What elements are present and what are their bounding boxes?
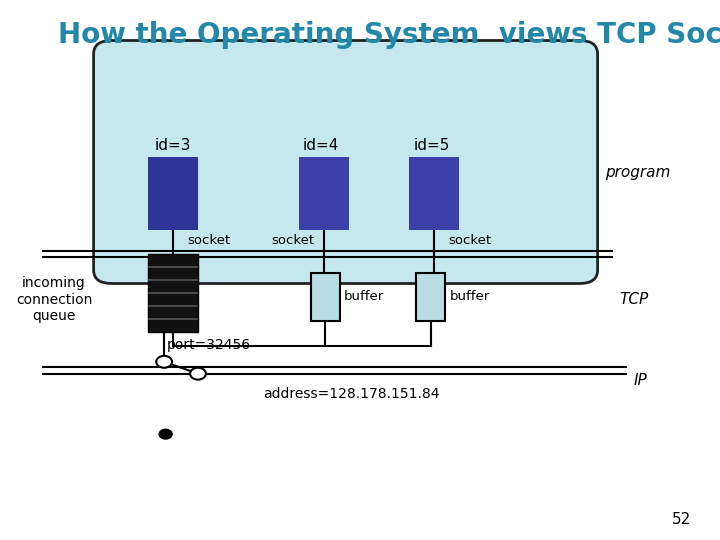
Text: 52: 52 [672,511,691,526]
Text: port=32456: port=32456 [167,338,251,352]
Bar [148,157,198,230]
Bar [311,273,340,321]
Text: How the Operating System  views TCP Sockets: How the Operating System views TCP Socke… [58,21,720,49]
Text: id=5: id=5 [414,138,450,153]
Text: buffer: buffer [450,291,490,303]
Text: buffer: buffer [344,291,384,303]
Text: address=128.178.151.84: address=128.178.151.84 [263,387,439,401]
Text: IP: IP [634,373,647,388]
Bar [416,273,445,321]
Circle shape [156,356,172,368]
Text: id=4: id=4 [302,138,338,153]
Text: id=3: id=3 [155,138,191,153]
Text: socket: socket [187,234,230,247]
Bar [299,157,349,230]
Text: program: program [605,165,670,180]
Circle shape [190,368,206,380]
Circle shape [159,429,172,439]
Text: socket: socket [271,234,315,247]
Text: socket: socket [448,234,491,247]
Text: TCP: TCP [619,292,649,307]
Bar [409,157,459,230]
FancyBboxPatch shape [94,40,598,284]
Bar [148,254,198,332]
Text: incoming
connection
queue: incoming connection queue [16,276,92,323]
